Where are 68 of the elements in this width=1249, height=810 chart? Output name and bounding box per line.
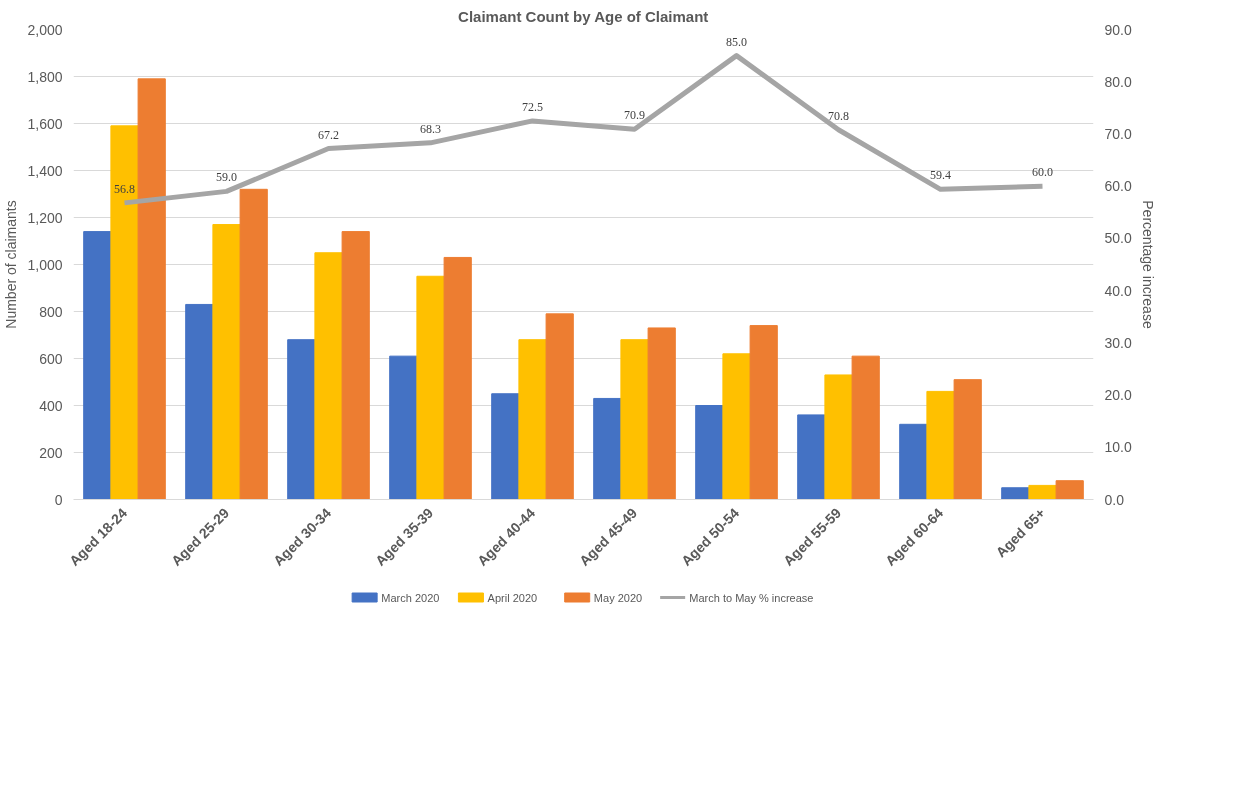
data-label: 70.8	[828, 108, 849, 123]
y-tick-label: 1,400	[27, 162, 63, 179]
data-label: 59.4	[930, 168, 951, 183]
bar	[491, 393, 520, 500]
y-tick-label: 600	[39, 350, 63, 367]
bar	[749, 325, 778, 500]
y-tick-label: 1,000	[27, 256, 63, 273]
bar	[212, 224, 241, 500]
legend-label: March to May % increase	[689, 591, 814, 604]
data-label: 70.9	[624, 108, 645, 123]
data-label: 60.0	[1032, 165, 1053, 180]
bar	[110, 125, 139, 500]
bar	[443, 256, 472, 500]
y2-tick-label: 0.0	[1104, 491, 1125, 508]
y-tick-label: 2,000	[27, 21, 63, 38]
y2-tick-label: 30.0	[1104, 334, 1132, 351]
legend-label: March 2020	[381, 591, 440, 604]
bar	[416, 275, 445, 500]
bar	[1055, 480, 1084, 500]
bar	[545, 313, 574, 500]
data-label: 56.8	[114, 181, 135, 196]
bar	[389, 355, 418, 500]
bar	[797, 414, 826, 500]
bar	[287, 339, 316, 500]
y2-axis-title: Percentage increase	[1139, 200, 1156, 329]
bar	[137, 78, 166, 500]
y-tick-label: 1,800	[27, 68, 63, 85]
y2-tick-label: 10.0	[1104, 439, 1132, 456]
y-tick-label: 400	[39, 397, 63, 414]
data-label: 67.2	[318, 127, 339, 142]
bar	[1001, 487, 1030, 500]
bar	[341, 231, 370, 500]
bar	[314, 252, 343, 500]
bar	[695, 405, 724, 500]
bar	[620, 339, 649, 500]
y2-tick-label: 90.0	[1104, 21, 1132, 38]
data-label: 85.0	[726, 34, 747, 49]
y2-tick-label: 80.0	[1104, 73, 1132, 90]
bar	[953, 379, 982, 500]
bar	[83, 231, 112, 500]
bar	[851, 355, 880, 500]
y-tick-label: 1,600	[27, 115, 63, 132]
bar	[899, 423, 928, 500]
data-label: 68.3	[420, 121, 441, 136]
y2-tick-label: 40.0	[1104, 282, 1132, 299]
chart-title: Claimant Count by Age of Claimant	[458, 7, 709, 25]
y2-tick-label: 20.0	[1104, 387, 1132, 404]
y2-tick-label: 60.0	[1104, 178, 1132, 195]
y-axis-title: Number of claimants	[3, 200, 20, 329]
bar	[824, 374, 853, 500]
bar	[926, 390, 955, 500]
bar	[647, 327, 676, 500]
y2-tick-label: 50.0	[1104, 230, 1132, 247]
y2-tick-label: 70.0	[1104, 125, 1132, 142]
y-tick-label: 200	[39, 444, 63, 461]
bar	[593, 397, 622, 500]
y-tick-label: 0	[54, 491, 63, 508]
legend-label: May 2020	[593, 591, 643, 604]
data-label: 72.5	[522, 99, 543, 114]
bar	[1028, 484, 1057, 500]
data-label: 59.0	[216, 170, 237, 185]
bar	[239, 188, 268, 500]
y-tick-label: 1,200	[27, 209, 63, 226]
bar	[722, 353, 751, 500]
y-tick-label: 800	[39, 303, 63, 320]
bar	[518, 339, 547, 500]
legend-label: April 2020	[487, 591, 538, 604]
bar	[185, 303, 214, 500]
